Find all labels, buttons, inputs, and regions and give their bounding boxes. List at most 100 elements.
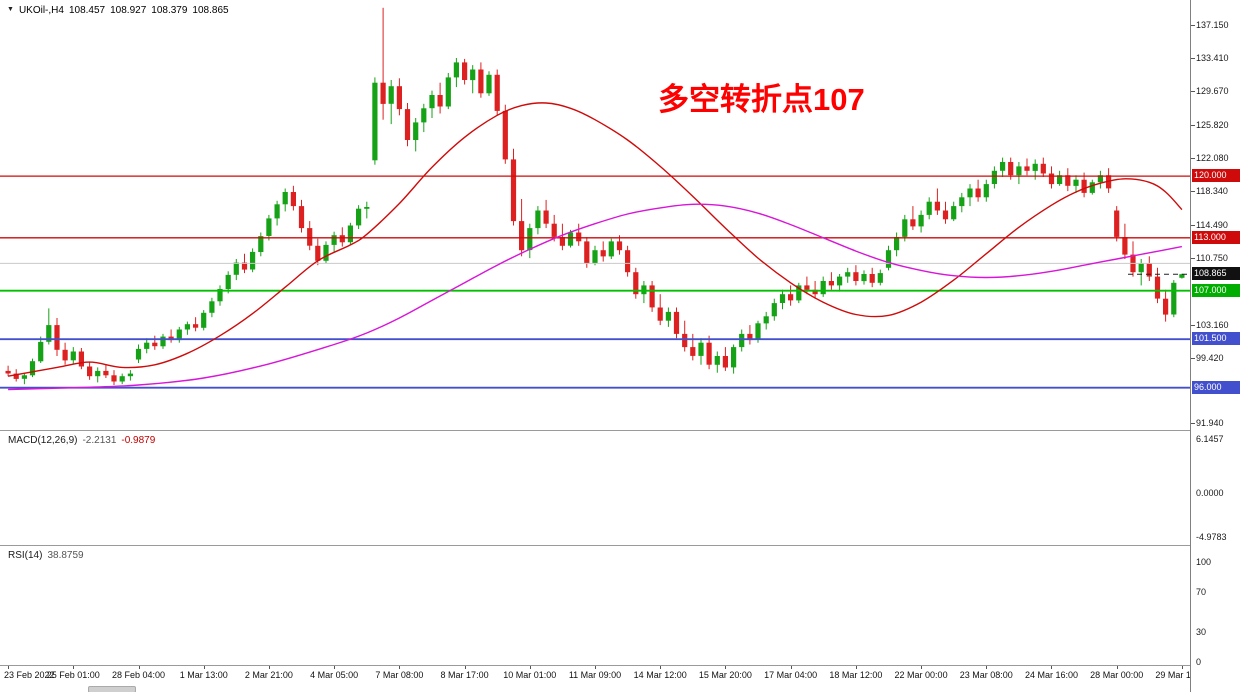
price-axis-tick	[1191, 58, 1195, 59]
macd-axis-label: -4.9783	[1196, 531, 1227, 542]
candle-body	[339, 235, 345, 243]
candle-body	[877, 273, 883, 283]
candle-body	[739, 333, 745, 348]
candle-body	[95, 370, 101, 377]
candle-body	[788, 294, 794, 301]
time-axis-label: 17 Mar 04:00	[764, 670, 818, 680]
price-chart-panel[interactable]	[0, 0, 1190, 431]
candle-body	[233, 262, 239, 275]
time-axis-tick	[73, 666, 74, 669]
candle-body	[1016, 166, 1022, 176]
time-axis-label: 28 Feb 04:00	[111, 670, 166, 680]
ma-red-line	[7, 102, 1183, 377]
candle-body	[1114, 210, 1120, 237]
candle-body	[201, 312, 207, 328]
candle-body	[1179, 274, 1185, 278]
candle-body	[462, 62, 468, 80]
candle-body	[983, 184, 989, 198]
candle-body	[209, 301, 215, 313]
candle-body	[266, 218, 272, 236]
panel-separator[interactable]	[0, 545, 1241, 546]
macd-axis-label: 0.0000	[1196, 487, 1224, 498]
candle-body	[837, 276, 843, 286]
candle-body	[1089, 182, 1095, 193]
ma-magenta-line	[8, 203, 1183, 391]
candle-body	[282, 192, 288, 205]
panel-separator[interactable]	[0, 430, 1241, 431]
candle-body	[779, 294, 786, 303]
time-axis-tick	[1051, 666, 1052, 669]
current-price-badge: 108.865	[1192, 267, 1240, 281]
time-axis-tick	[595, 666, 596, 669]
price-axis-tick	[1191, 423, 1195, 424]
candle-body	[1097, 175, 1103, 183]
time-axis-label: 1 Mar 13:00	[179, 670, 228, 680]
macd-axis-label: 6.1457	[1196, 433, 1224, 444]
time-axis-tick	[1117, 666, 1118, 669]
candle-body	[429, 95, 435, 109]
macd-panel[interactable]	[0, 431, 1190, 546]
candle-body	[641, 285, 647, 295]
candle-body	[934, 201, 940, 211]
h-scrollbar-thumb[interactable]	[88, 686, 136, 692]
candle-body	[135, 348, 142, 360]
candle-body	[967, 188, 973, 198]
time-axis-label: 2 Mar 21:00	[244, 670, 293, 680]
price-axis-tick	[1191, 158, 1195, 159]
time-axis-tick	[269, 666, 270, 669]
candle-body	[103, 370, 109, 376]
time-axis-tick	[921, 666, 922, 669]
candle-body	[991, 170, 997, 184]
time-axis-label: 14 Mar 12:00	[633, 670, 687, 680]
panel-separator[interactable]	[0, 665, 1241, 666]
rsi-panel[interactable]	[0, 546, 1190, 666]
symbol-menu-icon[interactable]: ▼	[7, 6, 14, 13]
main-chart-canvas[interactable]	[0, 0, 1190, 431]
candle-body	[1163, 298, 1169, 315]
candle-body	[828, 281, 834, 286]
time-axis-tick	[986, 666, 987, 669]
candle-body	[1040, 163, 1046, 174]
candle-body	[1122, 237, 1128, 255]
candle-body	[70, 351, 76, 361]
candle-body	[29, 361, 36, 376]
time-axis-label: 8 Mar 17:00	[440, 670, 489, 680]
candle-body	[942, 210, 949, 220]
chart-ohlc-header: ▼ UKOil-,H4 108.457 108.927 108.379 108.865	[7, 5, 234, 16]
candle-body	[894, 237, 900, 251]
candle-body	[1024, 166, 1030, 171]
price-axis[interactable]: 137.150 133.410 129.670 125.820 122.080 118.3…	[1190, 0, 1241, 692]
candle-body	[755, 323, 761, 340]
candle-body	[885, 250, 892, 268]
candle-body	[714, 356, 720, 365]
time-axis-label: 24 Mar 16:00	[1024, 670, 1079, 680]
candle-body	[54, 325, 60, 350]
time-axis[interactable]: 23 Feb 2022 25 Feb 01:00 28 Feb 04:00 1 Mar…	[0, 666, 1208, 692]
candle-body	[576, 232, 582, 242]
candle-body	[975, 188, 981, 198]
price-axis-tick	[1191, 325, 1195, 326]
candle-body	[364, 207, 370, 209]
time-axis-tick	[465, 666, 466, 669]
ohlc-close: 108.865	[192, 5, 229, 16]
price-level-badge: 120.000	[1192, 169, 1240, 183]
candle-body	[673, 311, 680, 334]
time-axis-label: 11 Mar 09:00	[568, 670, 622, 680]
candle-body	[1171, 282, 1177, 315]
price-level-badge: 96.000	[1192, 380, 1240, 394]
candle-body	[1065, 175, 1071, 186]
time-axis-label: 18 Mar 12:00	[829, 670, 883, 680]
candle-body	[820, 281, 826, 295]
candle-body	[559, 237, 565, 246]
candle-body	[380, 82, 386, 104]
candle-body	[13, 373, 19, 379]
time-axis-label: 7 Mar 08:00	[375, 670, 424, 680]
candle-body	[796, 285, 802, 301]
price-axis-tick	[1191, 225, 1195, 226]
time-axis-tick	[334, 666, 335, 669]
candle-body	[494, 74, 500, 111]
price-axis-tick	[1191, 25, 1195, 26]
candle-body	[453, 62, 459, 78]
price-axis-tick	[1191, 91, 1195, 92]
rsi-axis-label: 0	[1196, 657, 1202, 667]
